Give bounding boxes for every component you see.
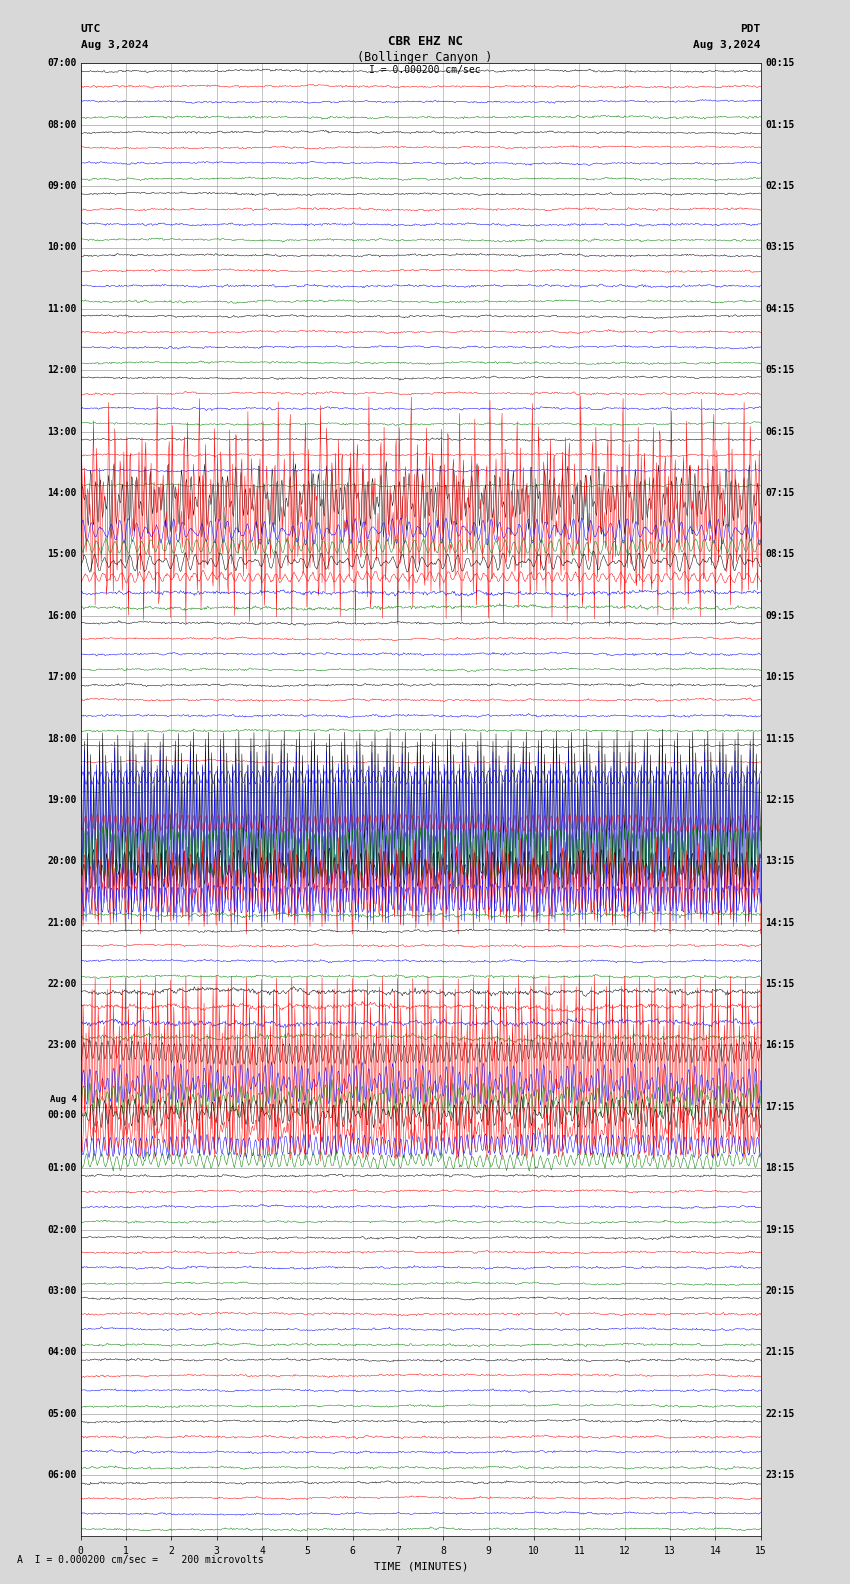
Text: 10:15: 10:15	[765, 672, 795, 683]
Text: 00:00: 00:00	[47, 1110, 76, 1120]
Text: 08:00: 08:00	[47, 120, 76, 130]
Text: Aug 3,2024: Aug 3,2024	[694, 40, 761, 49]
Text: 05:15: 05:15	[765, 366, 795, 375]
Text: 11:00: 11:00	[47, 304, 76, 314]
Text: 02:00: 02:00	[47, 1224, 76, 1234]
Text: 17:15: 17:15	[765, 1102, 795, 1112]
Text: 14:00: 14:00	[47, 488, 76, 497]
Text: 03:15: 03:15	[765, 242, 795, 252]
Text: 15:00: 15:00	[47, 550, 76, 559]
Text: 02:15: 02:15	[765, 181, 795, 192]
Text: 13:00: 13:00	[47, 426, 76, 437]
Text: 18:15: 18:15	[765, 1163, 795, 1174]
X-axis label: TIME (MINUTES): TIME (MINUTES)	[373, 1562, 468, 1571]
Text: 04:15: 04:15	[765, 304, 795, 314]
Text: 22:00: 22:00	[47, 979, 76, 988]
Text: 18:00: 18:00	[47, 733, 76, 743]
Text: 06:15: 06:15	[765, 426, 795, 437]
Text: CBR EHZ NC: CBR EHZ NC	[388, 35, 462, 48]
Text: 12:15: 12:15	[765, 795, 795, 805]
Text: 19:00: 19:00	[47, 795, 76, 805]
Text: 10:00: 10:00	[47, 242, 76, 252]
Text: 09:00: 09:00	[47, 181, 76, 192]
Text: 09:15: 09:15	[765, 611, 795, 621]
Text: 00:15: 00:15	[765, 59, 795, 68]
Text: 03:00: 03:00	[47, 1286, 76, 1296]
Text: 21:15: 21:15	[765, 1348, 795, 1357]
Text: 04:00: 04:00	[47, 1348, 76, 1357]
Text: 16:00: 16:00	[47, 611, 76, 621]
Text: 12:00: 12:00	[47, 366, 76, 375]
Text: 22:15: 22:15	[765, 1408, 795, 1419]
Text: 06:00: 06:00	[47, 1470, 76, 1479]
Text: 14:15: 14:15	[765, 917, 795, 928]
Text: 23:15: 23:15	[765, 1470, 795, 1479]
Text: 13:15: 13:15	[765, 857, 795, 866]
Text: 08:15: 08:15	[765, 550, 795, 559]
Text: 05:00: 05:00	[47, 1408, 76, 1419]
Text: 07:15: 07:15	[765, 488, 795, 497]
Text: 19:15: 19:15	[765, 1224, 795, 1234]
Text: 15:15: 15:15	[765, 979, 795, 988]
Text: A  I = 0.000200 cm/sec =    200 microvolts: A I = 0.000200 cm/sec = 200 microvolts	[17, 1555, 264, 1565]
Text: Aug 3,2024: Aug 3,2024	[81, 40, 148, 49]
Text: (Bollinger Canyon ): (Bollinger Canyon )	[357, 51, 493, 63]
Text: 17:00: 17:00	[47, 672, 76, 683]
Text: 01:15: 01:15	[765, 120, 795, 130]
Text: PDT: PDT	[740, 24, 761, 33]
Text: 11:15: 11:15	[765, 733, 795, 743]
Text: 20:00: 20:00	[47, 857, 76, 866]
Text: 23:00: 23:00	[47, 1041, 76, 1050]
Text: 07:00: 07:00	[47, 59, 76, 68]
Text: 20:15: 20:15	[765, 1286, 795, 1296]
Text: 16:15: 16:15	[765, 1041, 795, 1050]
Text: Aug 4: Aug 4	[49, 1095, 76, 1104]
Text: I = 0.000200 cm/sec: I = 0.000200 cm/sec	[369, 65, 481, 74]
Text: UTC: UTC	[81, 24, 101, 33]
Text: 01:00: 01:00	[47, 1163, 76, 1174]
Text: 21:00: 21:00	[47, 917, 76, 928]
